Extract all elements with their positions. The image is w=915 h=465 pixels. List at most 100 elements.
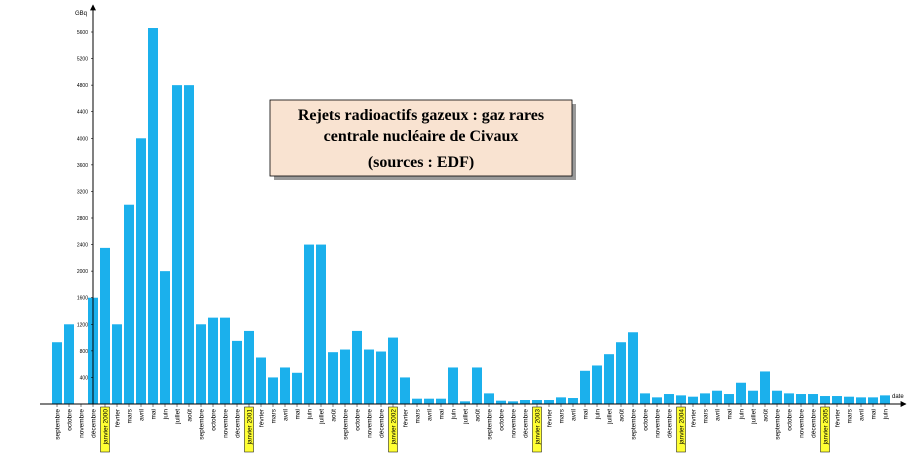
bar bbox=[604, 354, 614, 404]
x-tick-label: janvier 2003 bbox=[534, 409, 541, 446]
bar bbox=[760, 371, 770, 404]
bar bbox=[232, 340, 242, 404]
category-highlight bbox=[532, 406, 542, 453]
bar bbox=[700, 393, 710, 404]
x-tick-label: juin bbox=[882, 409, 889, 421]
bar bbox=[784, 393, 794, 404]
x-tick-label: août bbox=[474, 409, 481, 422]
bar bbox=[112, 324, 122, 404]
x-tick-label: janvier 2004 bbox=[678, 409, 685, 446]
bar bbox=[292, 372, 302, 404]
x-tick-label: décembre bbox=[90, 409, 97, 438]
bar bbox=[256, 357, 266, 404]
bar bbox=[856, 397, 866, 404]
bar bbox=[412, 398, 422, 404]
y-tick-label: 2000 bbox=[77, 269, 88, 275]
x-tick-label: mai bbox=[294, 409, 301, 419]
x-tick-label: juin bbox=[306, 409, 313, 421]
x-tick-label: septembre bbox=[54, 409, 61, 440]
bar bbox=[424, 398, 434, 404]
x-tick-label: décembre bbox=[234, 409, 241, 438]
x-tick-label: janvier 2002 bbox=[390, 409, 397, 446]
x-tick-label: octobre bbox=[642, 409, 649, 431]
x-tick-label: mars bbox=[846, 408, 853, 423]
bar bbox=[280, 367, 290, 404]
x-tick-label: février bbox=[114, 408, 121, 427]
x-tick-label: mai bbox=[150, 409, 157, 419]
y-tick-label: 1200 bbox=[77, 322, 88, 328]
bar bbox=[328, 352, 338, 404]
bar bbox=[208, 317, 218, 404]
x-tick-label: avril bbox=[714, 408, 721, 420]
title-line: (sources : EDF) bbox=[368, 154, 474, 171]
x-tick-label: février bbox=[402, 408, 409, 427]
x-tick-label: juillet bbox=[174, 409, 181, 425]
bar bbox=[592, 365, 602, 404]
x-tick-label: août bbox=[618, 409, 625, 422]
bars bbox=[52, 28, 890, 405]
bar bbox=[376, 351, 386, 404]
x-tick-label: février bbox=[834, 408, 841, 427]
x-tick-label: août bbox=[330, 409, 337, 422]
x-tick-label: avril bbox=[570, 408, 577, 420]
x-tick-label: novembre bbox=[78, 409, 85, 438]
x-tick-label: juillet bbox=[462, 409, 469, 425]
y-tick-label: 1600 bbox=[77, 296, 88, 302]
x-tick-label: août bbox=[762, 409, 769, 422]
bar bbox=[496, 400, 506, 404]
bar bbox=[268, 377, 278, 404]
title-line: centrale nucléaire de Civaux bbox=[324, 128, 519, 145]
bar bbox=[124, 204, 134, 404]
x-tick-label: février bbox=[546, 408, 553, 427]
category-highlight bbox=[100, 406, 110, 453]
bar bbox=[52, 342, 62, 404]
x-tick-label: juin bbox=[738, 409, 745, 421]
bar bbox=[220, 317, 230, 404]
x-tick-label: décembre bbox=[810, 409, 817, 438]
bar bbox=[136, 138, 146, 405]
x-tick-label: juin bbox=[450, 409, 457, 421]
bar bbox=[508, 401, 518, 404]
y-tick-label: 400 bbox=[80, 375, 89, 381]
bar bbox=[352, 330, 362, 404]
bar bbox=[388, 337, 398, 404]
x-tick-label: septembre bbox=[630, 409, 637, 440]
x-tick-label: mars bbox=[414, 408, 421, 423]
x-tick-label: juillet bbox=[318, 409, 325, 425]
bar bbox=[556, 397, 566, 404]
bar bbox=[400, 377, 410, 404]
y-tick-label: 5600 bbox=[77, 30, 88, 36]
bar bbox=[160, 271, 170, 404]
x-tick-label: mai bbox=[438, 409, 445, 419]
y-tick-label: 4400 bbox=[77, 110, 88, 116]
bar bbox=[712, 390, 722, 404]
bar bbox=[184, 85, 194, 405]
x-tick-label: novembre bbox=[654, 409, 661, 438]
bar bbox=[580, 370, 590, 404]
x-tick-label: août bbox=[186, 409, 193, 422]
x-tick-label: avril bbox=[282, 408, 289, 420]
bar bbox=[880, 395, 890, 404]
x-tick-label: octobre bbox=[498, 409, 505, 431]
bar bbox=[796, 394, 806, 404]
category-highlight bbox=[820, 406, 830, 453]
x-tick-label: mars bbox=[126, 408, 133, 423]
x-tick-label: septembre bbox=[774, 409, 781, 440]
bar bbox=[820, 396, 830, 404]
bar bbox=[868, 397, 878, 404]
y-tick-label: 3200 bbox=[77, 189, 88, 195]
bar bbox=[532, 400, 542, 404]
x-tick-label: février bbox=[690, 408, 697, 427]
x-tick-label: mars bbox=[702, 408, 709, 423]
x-tick-label: janvier 2005 bbox=[822, 409, 829, 446]
x-tick-label: juillet bbox=[750, 409, 757, 425]
bar bbox=[520, 400, 530, 404]
bar bbox=[100, 247, 110, 404]
y-tick-label: 4800 bbox=[77, 83, 88, 89]
x-tick-label: octobre bbox=[66, 409, 73, 431]
bar bbox=[652, 397, 662, 404]
category-highlight bbox=[244, 406, 254, 453]
bar bbox=[772, 390, 782, 404]
bar bbox=[628, 332, 638, 404]
